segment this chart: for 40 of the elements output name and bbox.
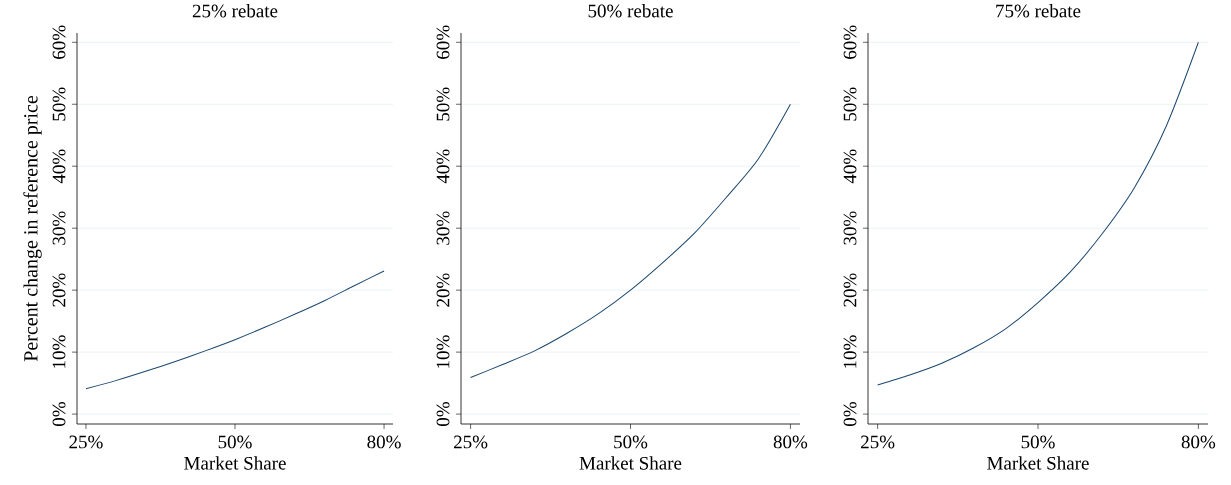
x-axis-title: Market Share bbox=[184, 456, 286, 470]
y-axis-title: Percent change in reference price bbox=[23, 95, 42, 362]
x-tick-label: 50% bbox=[614, 435, 648, 449]
y-tick-label: 20% bbox=[843, 273, 857, 307]
y-tick-label: 30% bbox=[436, 211, 450, 245]
y-tick-label: 40% bbox=[52, 149, 66, 184]
y-tick-label: 0% bbox=[436, 402, 450, 427]
y-tick-label: 50% bbox=[52, 87, 66, 121]
x-tick-label: 80% bbox=[367, 435, 401, 449]
y-tick-label: 50% bbox=[843, 87, 857, 121]
x-tick-label: 25% bbox=[69, 435, 103, 449]
y-tick-label: 60% bbox=[52, 25, 66, 59]
y-tick-label: 0% bbox=[52, 402, 66, 427]
x-tick-label: 25% bbox=[454, 435, 488, 449]
x-axis-title: Market Share bbox=[987, 456, 1089, 470]
y-tick-label: 30% bbox=[843, 211, 857, 245]
chart-title: 50% rebate bbox=[588, 4, 673, 18]
y-tick-label: 60% bbox=[843, 25, 857, 59]
y-tick-label: 30% bbox=[52, 211, 66, 245]
line-series bbox=[470, 103, 791, 379]
y-tick-label: 0% bbox=[843, 402, 857, 427]
x-tick-label: 50% bbox=[1021, 435, 1055, 449]
y-tick-label: 40% bbox=[436, 149, 450, 184]
y-tick-label: 50% bbox=[436, 87, 450, 121]
y-tick-label: 40% bbox=[843, 149, 857, 184]
x-axis-title: Market Share bbox=[579, 456, 682, 470]
y-tick-label: 20% bbox=[52, 273, 66, 307]
chart-title: 25% rebate bbox=[192, 4, 278, 18]
y-tick-label: 10% bbox=[436, 335, 450, 368]
x-tick-label: 80% bbox=[773, 435, 808, 449]
y-tick-label: 20% bbox=[436, 273, 450, 307]
y-tick-label: 10% bbox=[843, 335, 857, 368]
x-tick-label: 50% bbox=[218, 435, 252, 449]
x-tick-label: 25% bbox=[861, 435, 895, 449]
line-series bbox=[877, 41, 1199, 386]
y-tick-label: 10% bbox=[52, 335, 66, 368]
x-tick-label: 80% bbox=[1181, 435, 1216, 449]
chart-title: 75% rebate bbox=[996, 4, 1081, 18]
y-tick-label: 60% bbox=[436, 25, 450, 59]
line-series bbox=[85, 270, 385, 390]
